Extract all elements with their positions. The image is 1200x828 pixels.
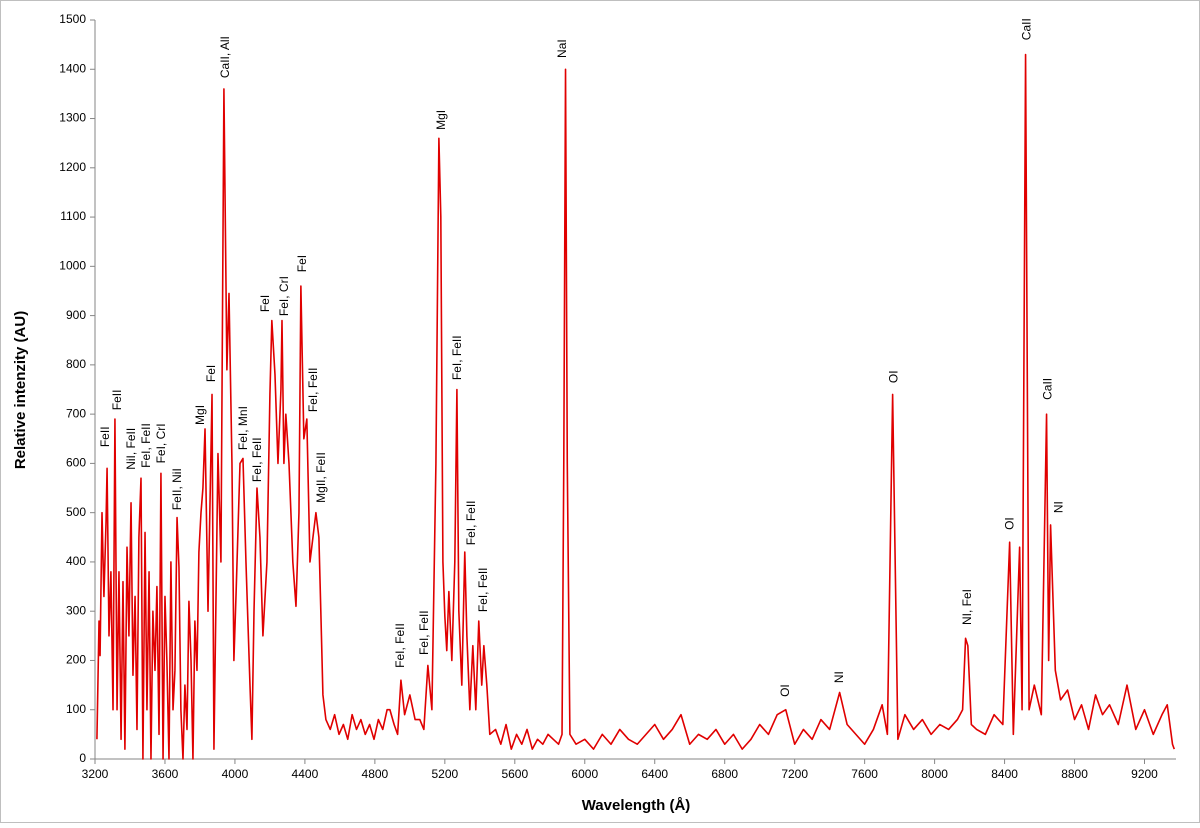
x-tick-label: 4000 <box>222 767 249 781</box>
peak-label: FeI, FeII <box>250 437 264 482</box>
peak-label: FeI, CrI <box>277 276 291 316</box>
y-tick-label: 900 <box>66 308 86 322</box>
peak-label: FeII, NiI <box>170 468 184 510</box>
x-tick-label: 8400 <box>991 767 1018 781</box>
peak-label: CaII, AlI <box>218 36 232 78</box>
y-tick-label: 1400 <box>59 61 86 75</box>
y-tick-label: 300 <box>66 603 86 617</box>
y-tick-label: 800 <box>66 357 86 371</box>
x-tick-label: 3600 <box>152 767 179 781</box>
y-tick-label: 0 <box>79 751 86 765</box>
x-tick-label: 6400 <box>641 767 668 781</box>
peak-label: NI <box>832 671 846 683</box>
peak-label: FeI, FeII <box>476 567 490 612</box>
peak-label: FeII <box>110 390 124 411</box>
peak-label: OI <box>778 684 792 697</box>
peak-label: FeI, FeII <box>139 423 153 468</box>
peak-label: OI <box>887 370 901 383</box>
peak-label: FeI <box>204 365 218 382</box>
peak-label: NaI <box>555 39 569 58</box>
peak-label: MgI <box>434 110 448 130</box>
peak-label: FeI, FeII <box>417 610 431 655</box>
x-tick-label: 6000 <box>571 767 598 781</box>
peak-label: FeI, FeII <box>464 500 478 545</box>
y-axis-title: Relative intenzity (AU) <box>12 311 29 469</box>
x-tick-label: 4400 <box>292 767 319 781</box>
x-tick-label: 6800 <box>711 767 738 781</box>
y-tick-label: 1000 <box>59 259 86 273</box>
y-tick-label: 1300 <box>59 111 86 125</box>
peak-label: FeI <box>295 255 309 272</box>
peak-label: MgI <box>193 405 207 425</box>
peak-label: FeI <box>258 295 272 312</box>
peak-label: FeI, FeII <box>306 367 320 412</box>
peak-label: FeI, MnI <box>236 406 250 450</box>
peak-label: MgII, FeII <box>314 452 328 503</box>
x-tick-label: 9200 <box>1131 767 1158 781</box>
y-tick-label: 200 <box>66 653 86 667</box>
y-tick-label: 1100 <box>60 209 86 223</box>
peak-label: CaII <box>1041 378 1055 400</box>
peak-label: NI <box>1052 501 1066 513</box>
x-tick-label: 4800 <box>362 767 389 781</box>
peak-label: NI, FeI <box>960 589 974 625</box>
peak-label: CaII <box>1020 18 1034 40</box>
x-tick-label: 7200 <box>781 767 808 781</box>
x-tick-label: 5600 <box>501 767 528 781</box>
x-tick-label: 8000 <box>921 767 948 781</box>
y-tick-label: 1500 <box>59 12 86 26</box>
plot-area: 0 100 200 300 400 500 600 700 800 900 1000 1100 1200… <box>59 12 1176 781</box>
peak-label: FeI, CrI <box>154 423 168 463</box>
x-tick-label: 8800 <box>1061 767 1088 781</box>
x-tick-label: 7600 <box>851 767 878 781</box>
peak-label: FeI, FeII <box>450 335 464 380</box>
peak-label: FeI, FeII <box>393 623 407 668</box>
spectrum-line <box>96 53 1176 760</box>
y-tick-label: 700 <box>66 406 86 420</box>
y-tick-label: 100 <box>66 702 86 716</box>
peak-label: OI <box>1003 517 1017 530</box>
x-tick-label: 3200 <box>82 767 109 781</box>
y-tick-label: 1200 <box>59 160 86 174</box>
y-tick-label: 500 <box>66 505 86 519</box>
peak-label: NiI, FeII <box>124 428 138 470</box>
peak-label: FeII <box>98 426 112 447</box>
y-tick-label: 600 <box>66 456 86 470</box>
y-tick-label: 400 <box>66 554 86 568</box>
x-tick-label: 5200 <box>431 767 458 781</box>
x-axis-title: Wavelength (Å) <box>582 797 691 814</box>
